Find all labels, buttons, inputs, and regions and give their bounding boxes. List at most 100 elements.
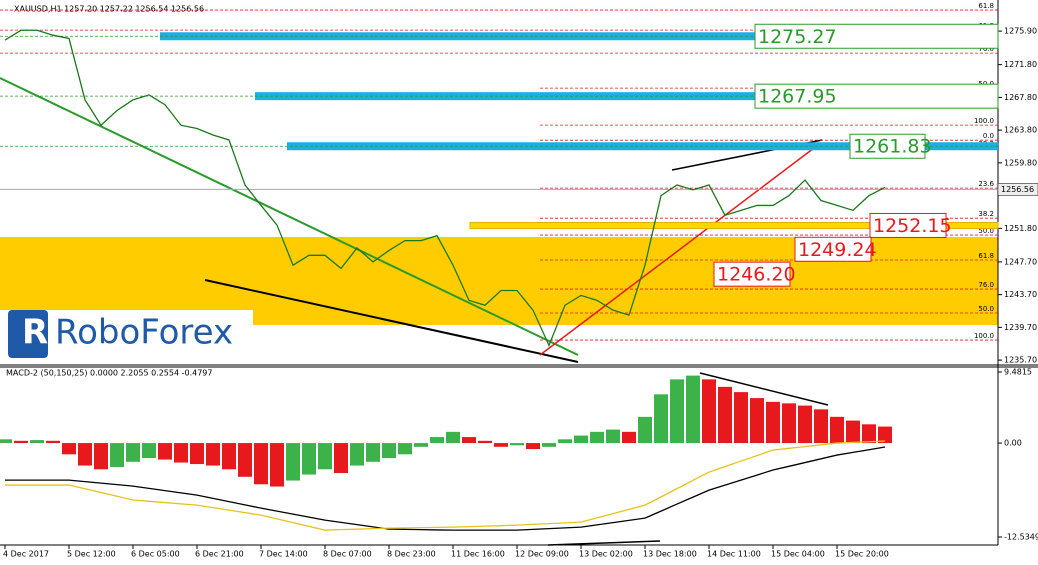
histogram-bar (558, 439, 572, 444)
histogram-bar (334, 443, 348, 474)
histogram-bar (590, 431, 604, 444)
histogram-bar (622, 431, 636, 444)
histogram-bar (862, 424, 876, 444)
fib-label: 0.0 (983, 132, 994, 140)
logo-letter: R (22, 313, 48, 353)
histogram-bar (846, 420, 860, 444)
resistance-box (849, 133, 926, 159)
histogram-bar (126, 443, 140, 462)
x-tick-label: 6 Dec 05:00 (131, 550, 180, 559)
histogram-bar (814, 409, 828, 444)
histogram-bar (638, 416, 652, 444)
histogram-bar (702, 379, 716, 444)
resistance-label: 1267.95 (758, 86, 837, 108)
histogram-bar (78, 443, 92, 466)
histogram-bar (350, 443, 364, 466)
y-tick-label: 9.4815 (1004, 368, 1032, 377)
histogram-bar (142, 443, 156, 459)
logo-icon (8, 310, 48, 358)
histogram-bar (94, 443, 108, 470)
resistance-label: 1275.27 (758, 26, 837, 48)
histogram-bar (654, 394, 668, 444)
x-tick-label: 14 Dec 11:00 (707, 550, 761, 559)
x-tick-label: 8 Dec 23:00 (387, 550, 436, 559)
histogram-bar (734, 392, 748, 444)
x-tick-label: 6 Dec 21:00 (195, 550, 244, 559)
resistance-box (754, 23, 999, 49)
indicator-title: MACD-2 (50,150,25) 0.0000 2.2055 0.2554 … (6, 369, 212, 378)
logo-text: RoboForex (55, 313, 233, 353)
trend-line (0, 77, 579, 356)
support-zone (253, 237, 998, 325)
histogram-bar (542, 443, 556, 447)
support-box (794, 236, 872, 262)
y-tick-label: 1263.80 (1004, 126, 1037, 135)
y-tick-label: 1235.70 (1004, 356, 1037, 365)
histogram-bar (222, 443, 236, 470)
resistance-band (160, 32, 998, 41)
divergence-line (547, 540, 661, 546)
last-price-box (997, 183, 1038, 196)
fib-label: 76.0 (978, 281, 994, 289)
fib-label: 38.2 (978, 210, 994, 218)
histogram-bar (206, 443, 220, 466)
logo: R RoboForex (8, 310, 233, 358)
fib-label: 23.6 (978, 180, 994, 188)
histogram-bar (494, 443, 508, 447)
fib-label: 100.0 (974, 332, 994, 340)
fib-label: 76.0 (978, 45, 994, 53)
histogram-bar (430, 437, 444, 444)
last-price-label: 1256.56 (1001, 185, 1034, 194)
y-tick-label: 1243.70 (1004, 290, 1037, 299)
histogram-bar (238, 443, 252, 477)
x-tick-label: 13 Dec 02:00 (579, 550, 633, 559)
histogram-bar (478, 440, 492, 444)
fib-label: 61.8 (978, 2, 994, 10)
y-tick-label: 1267.80 (1004, 93, 1037, 102)
histogram-bar (398, 443, 412, 455)
support-label: 1246.20 (717, 264, 796, 286)
histogram-bar (414, 443, 428, 447)
y-tick-label: 1247.70 (1004, 257, 1037, 266)
histogram-bar (750, 398, 764, 444)
x-tick-label: 15 Dec 20:00 (835, 550, 889, 559)
histogram-bar (14, 440, 28, 444)
histogram-bar (686, 375, 700, 444)
histogram-bar (878, 426, 892, 444)
histogram-bar (766, 401, 780, 444)
histogram-bar (446, 431, 460, 444)
y-tick-label: 1251.80 (1004, 224, 1037, 233)
trend-line (204, 279, 579, 363)
chart-title: XAUUSD,H1 1257.20 1257.22 1256.54 1256.5… (14, 5, 204, 14)
histogram-bar (286, 443, 300, 481)
histogram-bar (366, 443, 380, 462)
histogram-bar (830, 416, 844, 444)
x-tick-label: 4 Dec 2017 (3, 550, 49, 559)
histogram-bar (718, 386, 732, 444)
histogram-bar (46, 440, 60, 444)
histogram-bar (574, 435, 588, 444)
histogram-bar (190, 443, 204, 465)
support-box (869, 212, 947, 238)
y-tick-label: 1271.80 (1004, 60, 1037, 69)
resistance-label: 1261.83 (853, 136, 932, 158)
y-tick-label: 0.00 (1004, 439, 1022, 448)
x-tick-label: 7 Dec 14:00 (259, 550, 308, 559)
fib-label: 100.0 (974, 117, 994, 125)
y-tick-label: 1275.90 (1004, 27, 1037, 36)
histogram-bar (606, 429, 620, 444)
x-tick-label: 8 Dec 07:00 (323, 550, 372, 559)
divergence-line (699, 372, 829, 406)
histogram-bar (254, 443, 268, 485)
support-label: 1252.15 (873, 215, 952, 237)
x-tick-label: 12 Dec 09:00 (515, 550, 569, 559)
histogram-bar (318, 443, 332, 470)
resistance-box (754, 83, 999, 109)
y-tick-label: -12.5349 (1004, 533, 1038, 542)
x-tick-label: 15 Dec 04:00 (771, 550, 825, 559)
histogram-bar (462, 437, 476, 444)
histogram-bar (510, 443, 524, 446)
histogram-bar (62, 443, 76, 455)
fib-label: 50.0 (978, 227, 994, 235)
